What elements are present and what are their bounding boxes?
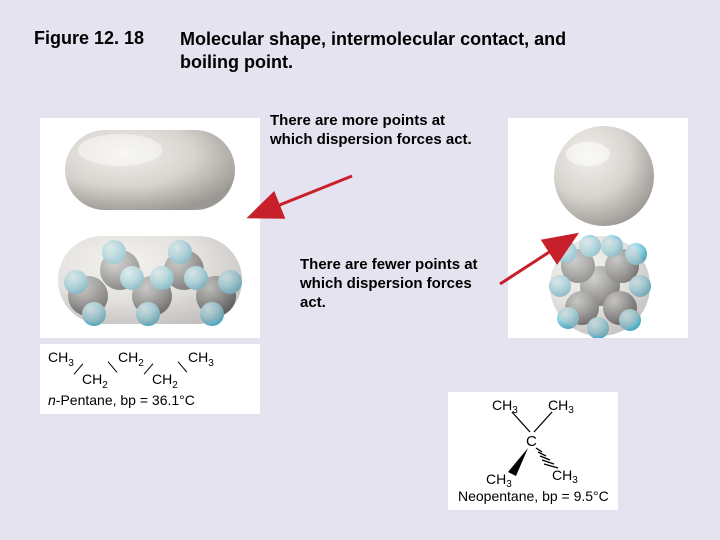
caption-fewer-points: There are fewer points at which dispersi… <box>300 256 500 312</box>
right-formula-panel: C CH3 CH3 CH3 CH3 Neopentane, bp = 9.5°C <box>448 392 618 510</box>
neopentane-name: Neopentane, bp = 9.5°C <box>458 488 609 504</box>
caption-more-points: There are more points at which dispersio… <box>270 112 480 150</box>
svg-text:CH3: CH3 <box>552 467 578 486</box>
n-pentane-name: n-Pentane, bp = 36.1°C <box>48 392 195 408</box>
right-molecule-panel <box>508 118 688 338</box>
arrow-to-left-contact <box>252 176 352 216</box>
neopentane-diagram <box>508 118 688 338</box>
top-electron-cloud <box>65 130 235 210</box>
figure-number: Figure 12. 18 <box>34 28 144 49</box>
svg-text:CH3: CH3 <box>492 397 518 416</box>
left-molecule-panel <box>40 118 260 338</box>
left-formula-panel: CH3 CH2 CH2 CH2 CH3 n-Pentane, bp = 36.1… <box>40 344 260 414</box>
bottom-molecule <box>58 236 242 326</box>
n-pentane-diagram <box>40 118 260 338</box>
bottom-molecule-compact <box>549 235 651 338</box>
figure-title: Molecular shape, intermolecular contact,… <box>180 28 620 73</box>
top-electron-cloud-sphere <box>554 126 654 226</box>
neopentane-formula: C CH3 CH3 CH3 CH3 <box>448 392 618 488</box>
svg-text:CH3: CH3 <box>548 397 574 416</box>
svg-text:CH3: CH3 <box>486 471 512 488</box>
svg-text:C: C <box>526 433 537 450</box>
